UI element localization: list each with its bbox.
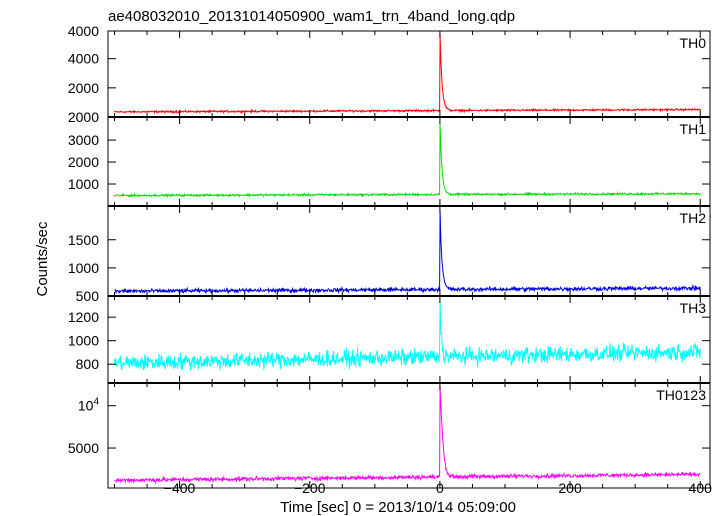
panel-frame	[107, 295, 711, 384]
x-axis: −400 −200 0 200 400	[164, 480, 712, 496]
y-tick-label: 4000	[68, 23, 99, 39]
x-tick-label: 400	[689, 480, 713, 496]
y-tick-label: 2000	[68, 80, 99, 96]
series-th1	[114, 124, 701, 199]
y-tick-label: 2000	[68, 109, 99, 125]
panel-label: TH0	[680, 35, 707, 51]
panel-frame	[107, 30, 711, 118]
panel-th0123: 5000 104 TH0123	[68, 382, 711, 489]
panel-th1: 1000 2000 3000 2000 TH1	[68, 109, 711, 207]
panel-label: TH2	[680, 210, 707, 226]
y-tick-label: 1000	[68, 333, 99, 349]
chart-title: ae408032010_20131014050900_wam1_trn_4ban…	[108, 8, 515, 25]
y-tick-label: 1000	[68, 260, 99, 276]
y-tick-label: 104	[78, 397, 100, 414]
panel-th0: 2000 4000 4000 TH0	[68, 23, 711, 118]
y-tick-label: 1200	[68, 309, 99, 325]
series-th0123	[114, 386, 701, 485]
series-th3	[114, 301, 701, 371]
panel-label: TH1	[680, 121, 707, 137]
y-tick-label: 2000	[68, 154, 99, 170]
panel-frame	[107, 382, 711, 489]
series-th0	[114, 34, 701, 115]
x-axis-label: Time [sec] 0 = 2013/10/14 05:09:00	[280, 499, 516, 516]
y-tick-label: 3000	[68, 132, 99, 148]
panel-th2: 500 1000 1500 TH2	[68, 205, 711, 304]
y-axis-label: Counts/sec	[34, 221, 51, 297]
panel-label: TH0123	[656, 387, 706, 403]
y-tick-label: 5000	[68, 440, 99, 456]
x-tick-label: 0	[436, 480, 444, 496]
x-tick-label: −400	[164, 480, 196, 496]
x-tick-label: −200	[294, 480, 326, 496]
y-tick-label: 500	[76, 288, 100, 304]
series-th2	[114, 210, 701, 295]
x-tick-label: 200	[558, 480, 582, 496]
panel-frame	[107, 205, 711, 297]
panels: 2000 4000 4000 TH0 1000 2000 3000 2000 TH1 500 100…	[68, 23, 711, 489]
y-tick-label: 1500	[68, 232, 99, 248]
y-tick-label: 1000	[68, 176, 99, 192]
panel-label: TH3	[680, 300, 707, 316]
y-tick-label: 4000	[68, 51, 99, 67]
panel-th3: 800 1000 1200 TH3	[68, 295, 711, 384]
y-tick-label: 800	[76, 356, 100, 372]
